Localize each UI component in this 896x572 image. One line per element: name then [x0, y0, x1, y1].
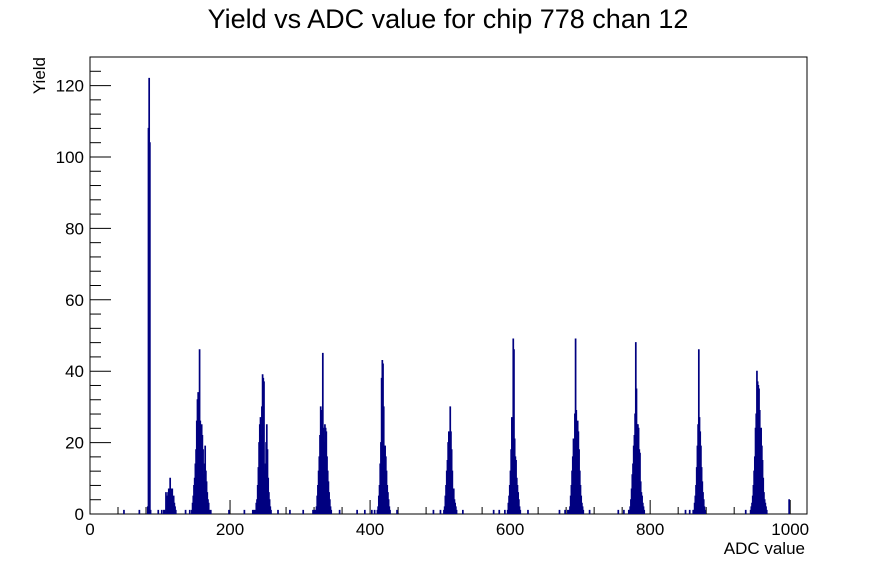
- histogram-bin: [623, 509, 625, 514]
- histogram-bin: [209, 509, 212, 514]
- histogram-bin: [567, 509, 569, 514]
- histogram-bin: [163, 509, 166, 514]
- x-tick-label: 200: [216, 520, 244, 539]
- histogram-bin: [270, 509, 272, 514]
- x-tick-label: 800: [636, 520, 664, 539]
- histogram-bin: [157, 509, 160, 514]
- histogram-bin: [338, 509, 341, 514]
- y-axis-title: Yield: [30, 57, 49, 94]
- histogram-bin: [504, 509, 506, 514]
- histogram-bin: [370, 509, 373, 514]
- chart-title: Yield vs ADC value for chip 778 chan 12: [208, 4, 689, 34]
- histogram-bin: [330, 509, 333, 514]
- histogram-bin: [149, 509, 152, 514]
- histogram-bin: [582, 509, 585, 514]
- histogram-bin: [373, 509, 376, 514]
- x-tick-label: 1000: [771, 520, 809, 539]
- histogram-bin: [312, 509, 314, 514]
- histogram-bin: [492, 509, 495, 514]
- histogram-bin: [513, 349, 515, 514]
- histogram-bin: [617, 509, 620, 514]
- histogram-bin: [253, 509, 256, 514]
- histogram-bin: [277, 509, 279, 514]
- x-axis-title: ADC value: [724, 539, 805, 558]
- histogram-bin: [439, 509, 442, 514]
- y-axis-ticks: 0 20 40 60 80 100 120: [56, 56, 111, 524]
- histogram-bins: [123, 77, 790, 514]
- histogram-bin: [527, 509, 529, 514]
- histogram-bin: [251, 509, 254, 514]
- histogram-bin: [688, 509, 691, 514]
- histogram-bin: [765, 509, 768, 514]
- histogram-bin: [455, 509, 458, 514]
- histogram-bin: [188, 509, 191, 514]
- histogram-bin: [684, 509, 687, 514]
- y-tick-label: 100: [56, 148, 84, 167]
- x-tick-label: 0: [85, 520, 94, 539]
- histogram-bin: [744, 509, 747, 514]
- histogram-bin: [149, 142, 151, 514]
- histogram-bin: [432, 509, 435, 514]
- histogram-bin: [643, 509, 646, 514]
- x-tick-label: 600: [496, 520, 524, 539]
- histogram-bin: [208, 509, 211, 514]
- x-axis-ticks: 0 200 400 600 800 1000: [85, 500, 809, 539]
- histogram-bin: [160, 509, 163, 514]
- histogram-bin: [165, 492, 167, 514]
- histogram-bin: [588, 509, 591, 514]
- y-tick-label: 20: [65, 434, 84, 453]
- histogram-bin: [289, 509, 291, 514]
- histogram-bin: [313, 509, 316, 514]
- histogram-bin: [123, 509, 125, 514]
- y-tick-label: 120: [56, 77, 84, 96]
- histogram-bin: [462, 509, 464, 514]
- histogram-bin: [389, 509, 391, 514]
- x-tick-label: 400: [356, 520, 384, 539]
- histogram-bin: [396, 509, 398, 514]
- histogram-bin: [519, 509, 522, 514]
- y-tick-label: 80: [65, 219, 84, 238]
- y-tick-label: 0: [75, 505, 84, 524]
- histogram-bin: [138, 509, 141, 514]
- histogram-bin: [243, 509, 246, 514]
- histogram-bin: [558, 509, 561, 514]
- histogram-bin: [788, 499, 790, 514]
- histogram-bin: [356, 509, 358, 514]
- histogram-bin: [228, 509, 230, 514]
- histogram-bin: [184, 509, 187, 514]
- histogram-bin: [564, 509, 566, 514]
- histogram-bin: [207, 502, 210, 514]
- y-tick-label: 40: [65, 362, 84, 381]
- histogram-bin: [263, 381, 265, 514]
- histogram-bin: [302, 509, 305, 514]
- histogram-bin: [498, 509, 501, 514]
- y-tick-label: 60: [65, 291, 84, 310]
- histogram-bin: [363, 509, 366, 514]
- histogram-bin: [174, 509, 177, 514]
- histogram-bin: [704, 509, 706, 514]
